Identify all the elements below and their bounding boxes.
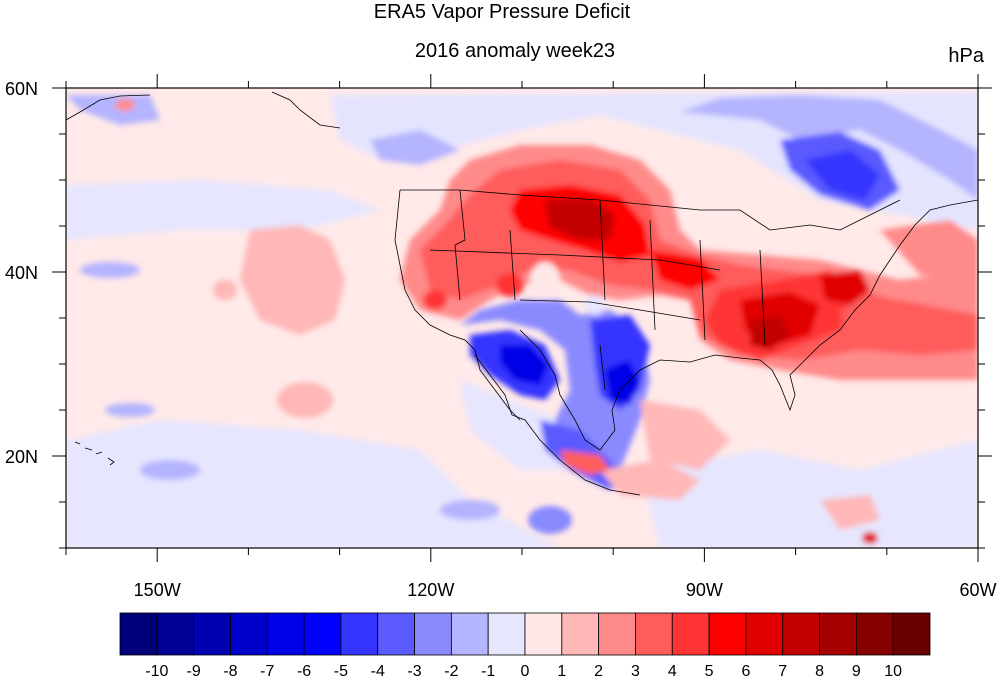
hawaii-islands (74, 441, 115, 466)
map-title: ERA5 Vapor Pressure Deficit (373, 1, 631, 23)
colorbar-swatch (487, 612, 526, 656)
x-tick-label: 120W (407, 580, 454, 600)
colorbar-label: 4 (668, 663, 677, 680)
colorbar-label: -8 (223, 663, 237, 680)
colorbar-swatch (819, 612, 857, 656)
x-tick-label: 150W (134, 580, 181, 600)
map-subtitle: 2016 anomaly week23 (414, 40, 616, 62)
colorbar-swatch (561, 612, 600, 656)
colorbar-swatch (119, 612, 158, 656)
colorbar-swatch (377, 612, 415, 656)
colorbar-label: 10 (884, 663, 902, 680)
colorbar-swatch (892, 612, 931, 656)
colorbar-swatch (671, 612, 710, 656)
axis-ticks (52, 74, 992, 562)
colorbar-label: 2 (594, 663, 603, 680)
colorbar-swatch (708, 612, 747, 656)
region-lightblue-southeast (640, 440, 978, 548)
colorbar-label: 5 (705, 663, 714, 680)
colorbar-label: -2 (444, 663, 458, 680)
colorbar-label: -1 (481, 663, 495, 680)
colorbar-label: 0 (521, 663, 530, 680)
region-lightblue-south (66, 420, 560, 548)
units-label: hPa (948, 45, 984, 67)
y-tick-label: 20N (5, 447, 38, 467)
colorbar-swatch (156, 612, 195, 656)
colorbar-swatch (193, 612, 231, 656)
colorbar-label: 7 (778, 663, 787, 680)
colorbar-label: 1 (557, 663, 566, 680)
colorbar-swatch (855, 612, 894, 656)
region-lightblue-west (66, 180, 380, 240)
colorbar-swatch (230, 612, 268, 656)
colorbar-swatch (450, 612, 489, 656)
colorbar: -10 -9 -8 -7 -6 -5 -4 -3 -2 -1 0 1 2 3 4 5 6 7 8 9 10 (119, 612, 931, 680)
colorbar-swatch (782, 612, 820, 656)
coastlines (66, 91, 978, 496)
colorbar-label: 8 (815, 663, 824, 680)
colorbar-label: 6 (741, 663, 750, 680)
x-tick-label: 90W (686, 580, 723, 600)
colorbar-label: -6 (297, 663, 311, 680)
colorbar-label: -4 (371, 663, 385, 680)
colorbar-label: 3 (631, 663, 640, 680)
y-tick-label: 40N (5, 263, 38, 283)
colorbar-swatch (524, 612, 563, 656)
colorbar-label: -7 (260, 663, 274, 680)
colorbar-label: 9 (852, 663, 861, 680)
colorbar-swatch (635, 612, 673, 656)
axis-labels: 150W 120W 90W 60W 20N 40N 60N (5, 79, 997, 600)
colorbar-swatch (745, 612, 784, 656)
x-tick-label: 60W (959, 580, 996, 600)
colorbar-swatch (598, 612, 636, 656)
colorbar-swatch (340, 612, 379, 656)
colorbar-swatch (266, 612, 305, 656)
colorbar-label: -10 (145, 663, 168, 680)
colorbar-swatch (414, 612, 452, 656)
colorbar-label: -5 (334, 663, 348, 680)
anomaly-field (66, 88, 978, 548)
colorbar-label: -9 (187, 663, 201, 680)
colorbar-label: -3 (407, 663, 421, 680)
colorbar-swatch (303, 612, 342, 656)
y-tick-label: 60N (5, 79, 38, 99)
